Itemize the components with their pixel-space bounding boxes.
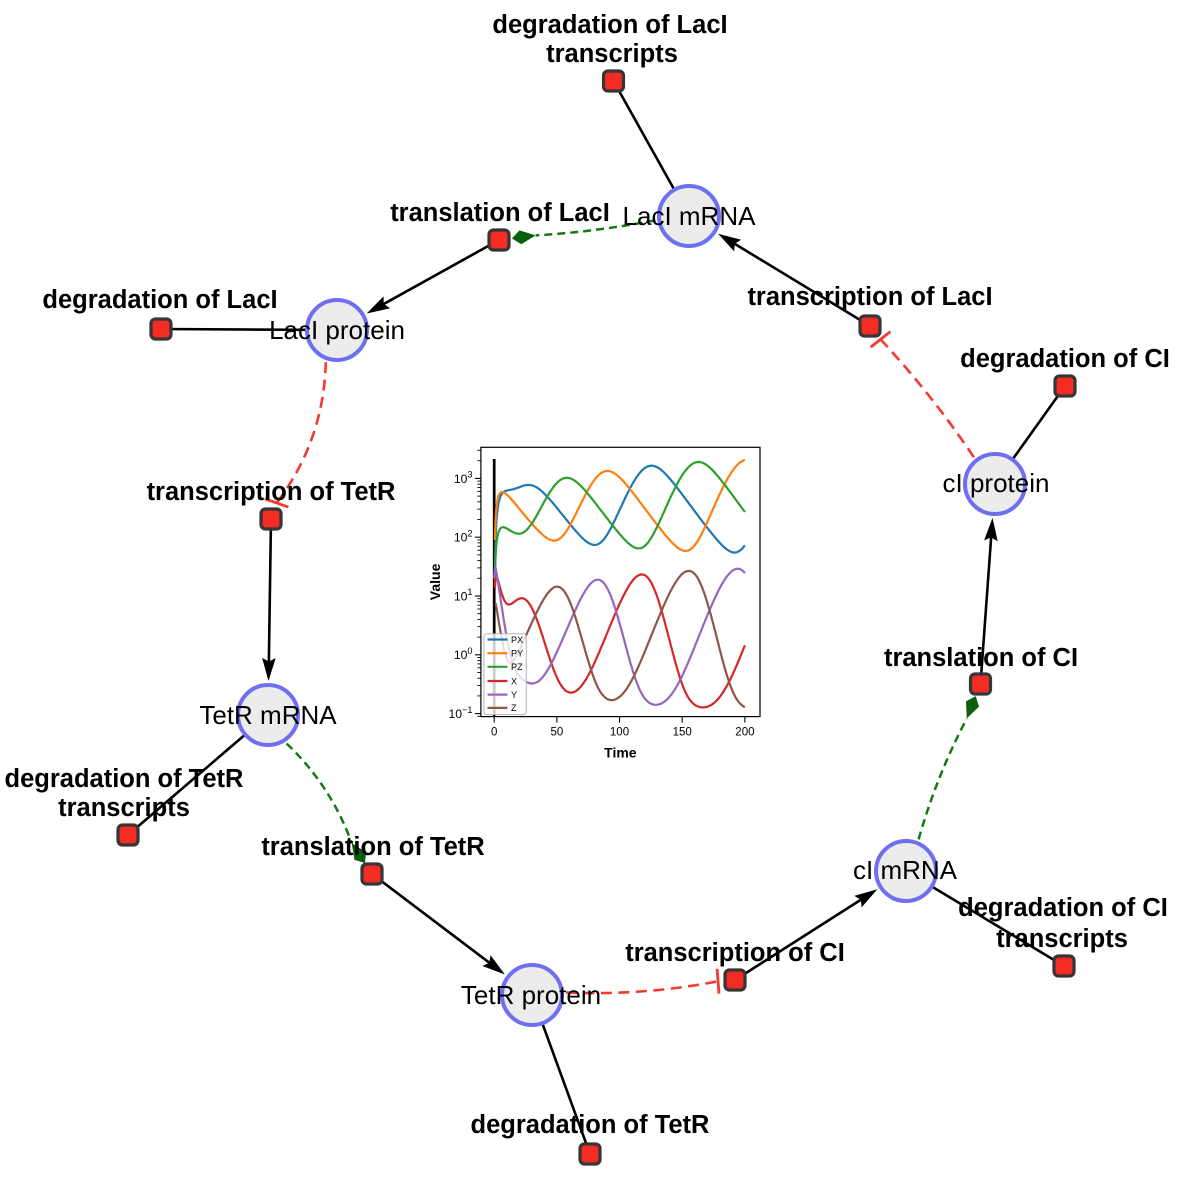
svg-text:Y: Y — [511, 690, 517, 700]
svg-text:Z: Z — [511, 703, 517, 713]
svg-text:PZ: PZ — [511, 662, 523, 672]
svg-text:LacI mRNA: LacI mRNA — [623, 201, 757, 231]
svg-text:cI mRNA: cI mRNA — [853, 855, 958, 885]
svg-text:translation of LacI: translation of LacI — [390, 199, 610, 227]
svg-text:PY: PY — [511, 649, 523, 659]
svg-text:0: 0 — [491, 727, 497, 739]
svg-text:transcripts: transcripts — [546, 40, 678, 68]
svg-text:translation of CI: translation of CI — [884, 644, 1078, 672]
svg-text:LacI protein: LacI protein — [269, 315, 405, 345]
svg-text:transcription of TetR: transcription of TetR — [147, 478, 396, 506]
svg-text:transcripts: transcripts — [58, 794, 190, 822]
svg-text:Time: Time — [604, 745, 637, 761]
svg-text:150: 150 — [673, 727, 692, 739]
svg-text:Value: Value — [427, 563, 443, 600]
svg-text:200: 200 — [735, 727, 754, 739]
svg-text:PX: PX — [511, 635, 523, 645]
svg-text:transcription of LacI: transcription of LacI — [747, 283, 992, 311]
svg-text:TetR mRNA: TetR mRNA — [199, 700, 337, 730]
svg-text:TetR protein: TetR protein — [461, 980, 601, 1010]
svg-text:translation of TetR: translation of TetR — [261, 833, 484, 861]
svg-text:degradation of TetR: degradation of TetR — [471, 1111, 710, 1139]
svg-text:degradation of LacI: degradation of LacI — [42, 286, 277, 314]
svg-text:X: X — [511, 676, 517, 686]
svg-text:degradation of CI: degradation of CI — [960, 345, 1170, 373]
svg-text:cI protein: cI protein — [943, 468, 1050, 498]
svg-text:50: 50 — [551, 727, 564, 739]
svg-text:transcription of CI: transcription of CI — [625, 939, 845, 967]
svg-text:degradation of LacI: degradation of LacI — [492, 11, 727, 39]
svg-text:100: 100 — [610, 727, 629, 739]
svg-text:transcripts: transcripts — [996, 925, 1128, 953]
svg-text:degradation of TetR: degradation of TetR — [5, 765, 244, 793]
svg-text:degradation of CI: degradation of CI — [958, 894, 1168, 922]
